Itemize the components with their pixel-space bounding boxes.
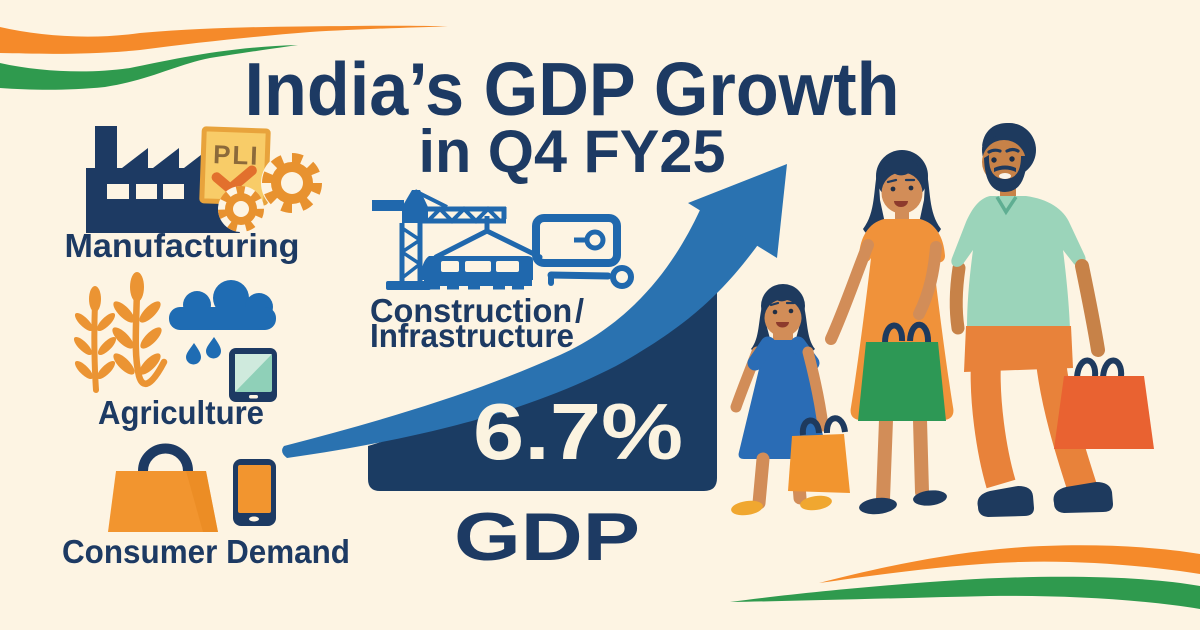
svg-text:Infrastructure: Infrastructure [370,317,574,354]
svg-text:6.7%: 6.7% [473,387,683,476]
svg-text:Consumer Demand: Consumer Demand [62,533,350,570]
svg-text:in Q4 FY25: in Q4 FY25 [419,118,726,185]
svg-text:GDP: GDP [454,499,640,575]
svg-text:Manufacturing: Manufacturing [65,227,300,264]
svg-text:India’s GDP Growth: India’s GDP Growth [245,47,900,131]
svg-text:Construction /: Construction / [370,292,584,329]
svg-text:PLI: PLI [213,139,260,171]
